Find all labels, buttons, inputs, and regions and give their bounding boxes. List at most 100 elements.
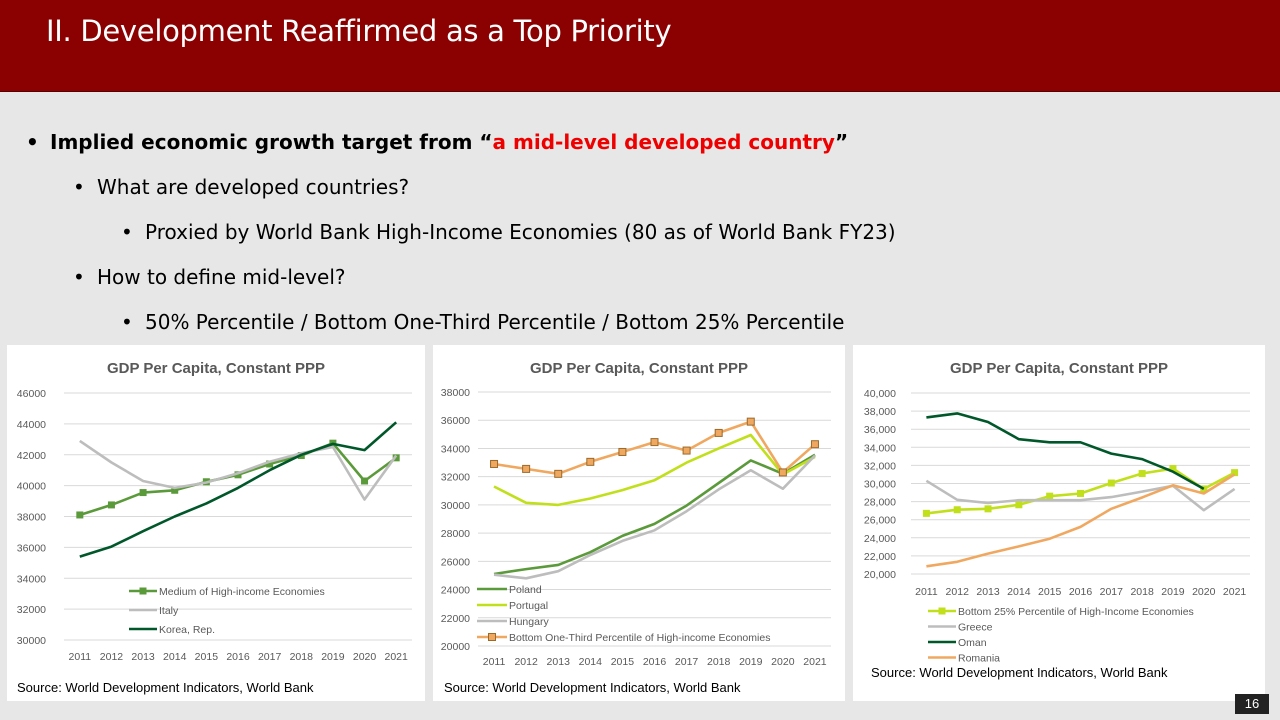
x-tick-label: 2014 [163, 651, 187, 663]
data-point [1138, 470, 1146, 478]
data-point [1231, 469, 1239, 477]
y-tick-label: 20,000 [864, 569, 896, 581]
y-tick-label: 30000 [441, 500, 470, 512]
y-tick-label: 22000 [441, 613, 470, 625]
data-point [586, 457, 595, 466]
x-tick-label: 2019 [1161, 586, 1185, 598]
x-tick-label: 2016 [643, 656, 667, 668]
y-tick-label: 38000 [17, 512, 46, 524]
series-line [79, 421, 398, 558]
y-tick-label: 38,000 [864, 406, 896, 418]
y-tick-label: 28000 [441, 528, 470, 540]
bullet-item: • How to define mid-level? [73, 265, 346, 289]
x-tick-label: 2021 [803, 656, 827, 668]
y-tick-label: 20000 [441, 641, 470, 653]
chart-title: GDP Per Capita, Constant PPP [530, 360, 748, 377]
bullet-text: What are developed countries? [97, 175, 410, 199]
data-point [392, 454, 400, 462]
chart-source: Source: World Development Indicators, Wo… [444, 680, 741, 695]
x-tick-label: 2013 [976, 586, 1000, 598]
data-point [953, 506, 961, 514]
chart-title: GDP Per Capita, Constant PPP [950, 360, 1168, 377]
bullet-icon: • [26, 130, 39, 154]
y-tick-label: 30,000 [864, 479, 896, 491]
x-tick-label: 2020 [771, 656, 795, 668]
bullet-item: • Implied economic growth target from “a … [26, 130, 848, 154]
x-tick-label: 2016 [226, 651, 250, 663]
data-point [1077, 489, 1084, 497]
y-tick-label: 36000 [441, 415, 470, 427]
x-tick-label: 2019 [739, 656, 763, 668]
series-line [79, 441, 397, 517]
series-line [79, 439, 398, 501]
x-tick-label: 2019 [321, 651, 345, 663]
legend-marker [938, 607, 946, 615]
bullet-text: 50% Percentile / Bottom One-Third Percen… [145, 310, 845, 334]
bullet-text: How to define mid-level? [97, 265, 346, 289]
data-point [1107, 479, 1115, 487]
title-bar: II. Development Reaffirmed as a Top Prio… [0, 0, 1280, 92]
y-tick-label: 30000 [17, 635, 46, 647]
data-point [107, 501, 115, 509]
x-tick-label: 2020 [353, 651, 377, 663]
bullet-item: • Proxied by World Bank High-Income Econo… [121, 220, 896, 244]
x-tick-label: 2017 [258, 651, 282, 663]
data-point [984, 505, 992, 513]
bullet-item: • What are developed countries? [73, 175, 410, 199]
legend-label: Poland [509, 584, 542, 596]
data-point [618, 447, 627, 456]
chart-panel-quartile: GDP Per Capita, Constant PPP 20,000 22,000… [853, 345, 1265, 701]
chart-panel-one-third: GDP Per Capita, Constant PPP 20000 22000 24… [433, 345, 845, 701]
chart-panel-median: GDP Per Capita, Constant PPP 30000 32000 34… [7, 345, 425, 701]
legend-label: Korea, Rep. [159, 624, 215, 636]
data-point [490, 459, 499, 468]
slide-title: II. Development Reaffirmed as a Top Prio… [46, 14, 672, 48]
x-tick-label: 2016 [1069, 586, 1093, 598]
y-tick-label: 32000 [441, 472, 470, 484]
x-tick-label: 2012 [100, 651, 124, 663]
legend-marker [488, 633, 496, 641]
y-tick-label: 34,000 [864, 442, 896, 454]
data-point [234, 471, 242, 479]
y-tick-label: 46000 [17, 388, 46, 400]
series-line [493, 454, 816, 580]
y-tick-label: 44000 [17, 419, 46, 431]
bullet-icon: • [73, 175, 85, 199]
bullet-icon: • [121, 220, 133, 244]
y-tick-label: 36,000 [864, 424, 896, 436]
legend-marker [139, 587, 147, 595]
bullet-icon: • [73, 265, 85, 289]
data-point [361, 477, 369, 485]
bullet-text: Implied economic growth target from “ [50, 130, 493, 154]
legend-label: Hungary [509, 616, 549, 628]
y-tick-label: 38000 [441, 387, 470, 399]
x-tick-label: 2014 [1007, 586, 1031, 598]
data-point [1169, 465, 1177, 473]
chart-source: Source: World Development Indicators, Wo… [871, 665, 1168, 680]
y-tick-label: 32000 [17, 604, 46, 616]
x-tick-label: 2017 [675, 656, 699, 668]
chart-svg: GDP Per Capita, Constant PPP 20000 22000 24… [441, 360, 831, 668]
data-point [922, 509, 930, 517]
data-point [746, 417, 755, 426]
chart-source: Source: World Development Indicators, Wo… [17, 680, 314, 695]
data-point [650, 438, 659, 447]
chart-svg: GDP Per Capita, Constant PPP 30000 32000 34… [17, 360, 412, 663]
x-tick-label: 2015 [195, 651, 219, 663]
y-tick-label: 40000 [17, 481, 46, 493]
data-point [1015, 501, 1023, 509]
chart-svg: GDP Per Capita, Constant PPP 20,000 22,000… [864, 360, 1250, 665]
y-tick-label: 40,000 [864, 388, 896, 400]
legend-label: Portugal [509, 600, 548, 612]
x-tick-label: 2015 [611, 656, 635, 668]
y-tick-label: 26,000 [864, 515, 896, 527]
x-tick-label: 2021 [1223, 586, 1247, 598]
data-point [171, 486, 179, 494]
series-line [926, 473, 1236, 568]
data-point [554, 469, 563, 478]
bullet-item: • 50% Percentile / Bottom One-Third Perce… [121, 310, 845, 334]
y-tick-label: 26000 [441, 556, 470, 568]
x-tick-label: 2018 [290, 651, 314, 663]
x-tick-label: 2011 [69, 651, 92, 663]
x-tick-label: 2017 [1100, 586, 1124, 598]
